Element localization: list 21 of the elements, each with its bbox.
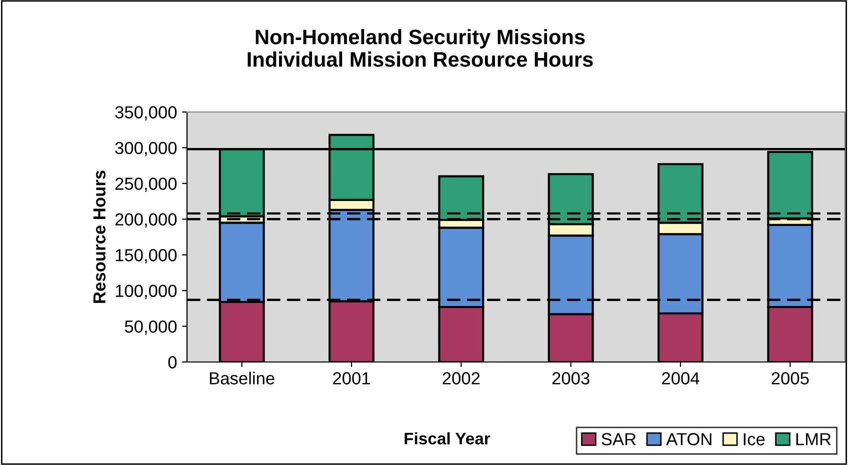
x-tick-label: 2002 — [442, 372, 480, 384]
legend-label: ATON — [666, 433, 712, 446]
y-axis-title: Resource Hours — [93, 170, 106, 303]
y-tick-label: 150,000 — [116, 249, 177, 264]
y-tick-label: 100,000 — [116, 284, 177, 300]
legend-label: LMR — [796, 433, 831, 446]
legend-label: Ice — [744, 433, 765, 446]
chart-title: Non-Homeland Security Missions Individual Mission Resource Hours — [248, 29, 593, 67]
y-tick-label: 0 — [168, 356, 177, 368]
y-tick-label: 250,000 — [115, 178, 177, 192]
y-tick-label: 50,000 — [124, 320, 177, 335]
x-tick-label: 2005 — [772, 372, 809, 384]
x-tick-label: 2001 — [333, 372, 370, 384]
legend-label: SAR — [602, 433, 636, 446]
y-tick-label: 300,000 — [115, 142, 177, 156]
x-axis-title: Fiscal Year — [404, 432, 490, 444]
x-tick-label: Baseline — [210, 372, 274, 384]
y-tick-label: 200,000 — [115, 213, 177, 228]
y-tick-label: 350,000 — [115, 106, 177, 121]
x-tick-label: 2003 — [552, 372, 590, 384]
x-tick-label: 2004 — [662, 372, 700, 384]
